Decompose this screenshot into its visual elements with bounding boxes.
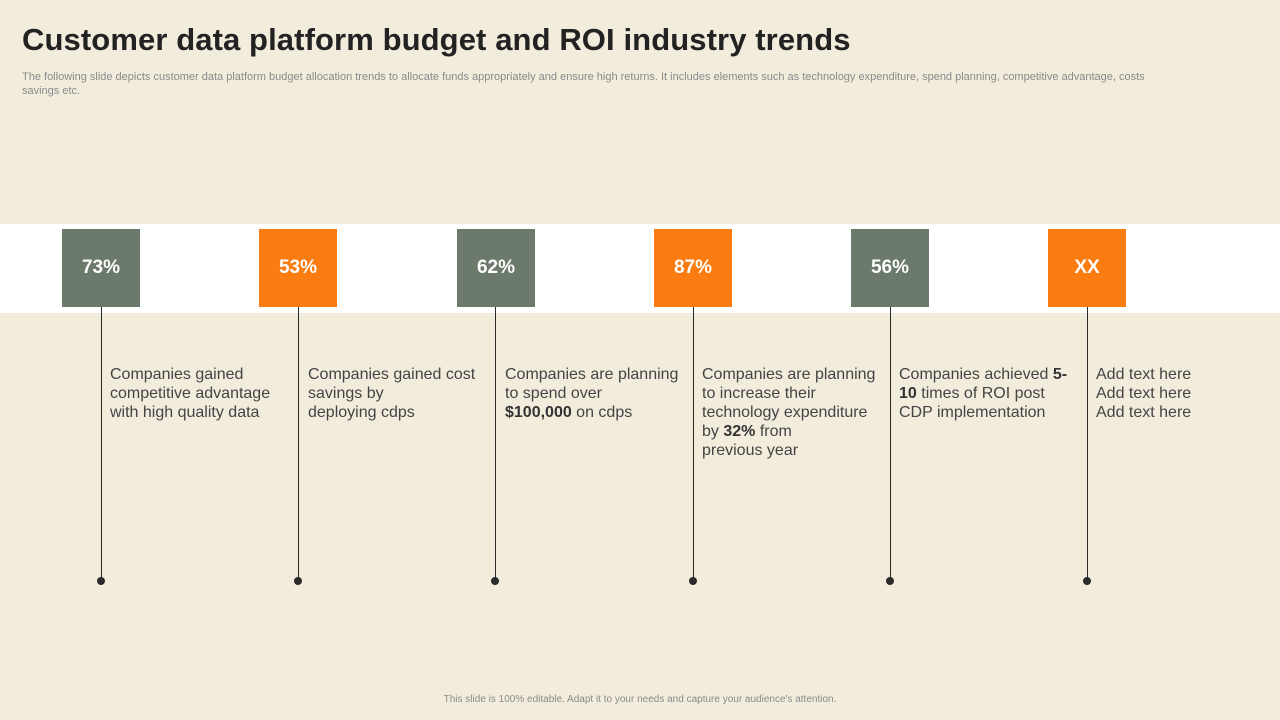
stat-description-1: Companies gained competitive advantage w… xyxy=(110,365,270,422)
desc-line: by xyxy=(702,423,724,440)
desc-highlight: 32% xyxy=(723,423,756,440)
stat-description-4: Companies are planning to increase their… xyxy=(702,365,875,460)
stat-connector-4 xyxy=(693,307,694,581)
stat-box-6: XX xyxy=(1048,229,1126,307)
stat-connector-6 xyxy=(1087,307,1088,581)
desc-line: times of ROI post xyxy=(916,385,1045,402)
footer-note: This slide is 100% editable. Adapt it to… xyxy=(443,694,837,705)
desc-line: CDP implementation xyxy=(899,404,1046,421)
desc-line: Companies are planning xyxy=(505,366,679,383)
stat-box-3: 62% xyxy=(457,229,535,307)
stat-connector-1 xyxy=(101,307,102,581)
stat-dot-2 xyxy=(294,577,302,585)
desc-line: on cdps xyxy=(571,404,633,421)
desc-highlight: $100,000 xyxy=(505,404,572,421)
stat-dot-5 xyxy=(886,577,894,585)
stat-dot-1 xyxy=(97,577,105,585)
desc-highlight: 5- xyxy=(1052,366,1068,383)
stat-box-5: 56% xyxy=(851,229,929,307)
desc-line: with high quality data xyxy=(110,404,260,421)
stat-description-3: Companies are planning to spend over $10… xyxy=(505,365,678,422)
desc-highlight: 10 xyxy=(899,385,917,402)
stat-box-1: 73% xyxy=(62,229,140,307)
desc-line: savings by xyxy=(308,385,384,402)
stat-dot-4 xyxy=(689,577,697,585)
desc-line: Add text here xyxy=(1096,366,1192,383)
desc-line: Companies are planning xyxy=(702,366,876,383)
stat-description-2: Companies gained cost savings by deployi… xyxy=(308,365,475,422)
stat-dot-3 xyxy=(491,577,499,585)
desc-line: Companies achieved xyxy=(899,366,1053,383)
desc-line: Companies gained cost xyxy=(308,366,476,383)
stat-connector-2 xyxy=(298,307,299,581)
desc-line: technology expenditure xyxy=(702,404,868,421)
desc-line: competitive advantage xyxy=(110,385,271,402)
desc-line: to spend over xyxy=(505,385,602,402)
desc-line: deploying cdps xyxy=(308,404,415,421)
desc-line: Add text here xyxy=(1096,404,1192,421)
stat-description-6: Add text here Add text here Add text her… xyxy=(1096,365,1191,422)
desc-line: Companies gained xyxy=(110,366,244,383)
desc-line: to increase their xyxy=(702,385,816,402)
page-title: Customer data platform budget and ROI in… xyxy=(22,22,851,57)
desc-line: Add text here xyxy=(1096,385,1192,402)
page-subtitle: The following slide depicts customer dat… xyxy=(22,71,1145,97)
stat-connector-3 xyxy=(495,307,496,581)
stat-dot-6 xyxy=(1083,577,1091,585)
desc-line: from xyxy=(755,423,792,440)
stat-box-2: 53% xyxy=(259,229,337,307)
stat-connector-5 xyxy=(890,307,891,581)
desc-line: previous year xyxy=(702,442,799,459)
stat-box-4: 87% xyxy=(654,229,732,307)
stat-description-5: Companies achieved 5- 10 times of ROI po… xyxy=(899,365,1067,422)
